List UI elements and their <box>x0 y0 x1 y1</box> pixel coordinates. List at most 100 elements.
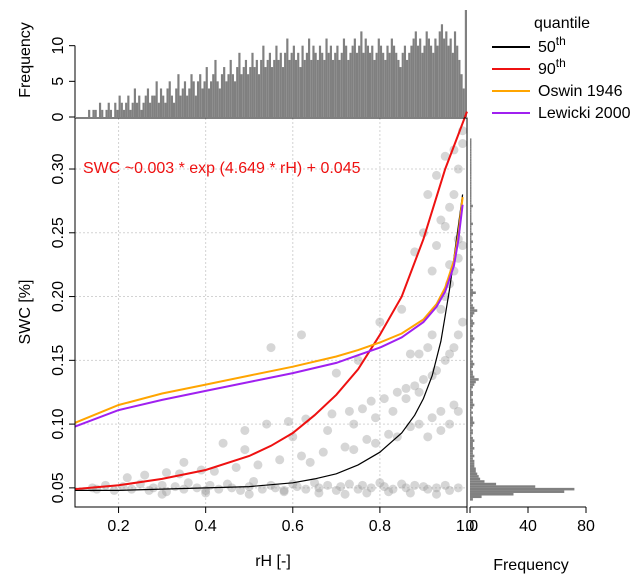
right-hist-bar <box>470 265 472 269</box>
scatter-point <box>222 479 232 489</box>
scatter-point <box>432 483 442 493</box>
scatter-point <box>414 387 424 397</box>
right-hist-bar <box>470 296 472 300</box>
scatter-point <box>253 460 263 470</box>
scatter-point <box>236 485 246 495</box>
top-hist-bar <box>277 59 280 117</box>
top-hist-bar <box>262 45 265 117</box>
right-hist-bar <box>470 329 473 333</box>
right-hist-bar <box>470 462 475 465</box>
scatter-point <box>327 409 337 419</box>
right-hist-bar <box>470 424 473 427</box>
right-hist-bar <box>470 475 479 478</box>
top-hist-bar <box>214 59 217 117</box>
right-hist-bar <box>470 434 472 437</box>
top-hist-bar <box>201 88 204 117</box>
scatter-point <box>179 484 189 494</box>
right-hist-bar <box>470 452 473 455</box>
top-hist-bar <box>390 38 393 117</box>
top-hist-bar <box>129 109 132 117</box>
top-hist-bar <box>177 74 180 117</box>
top-hist-bar <box>227 74 230 117</box>
top-hist-bar <box>286 38 289 117</box>
top-hist-bar <box>323 59 326 117</box>
top-hist-bar <box>247 74 250 117</box>
top-hist-bar <box>155 81 158 117</box>
x-tick-label: 0.4 <box>195 518 217 535</box>
y-tick-label: 0.05 <box>50 472 67 503</box>
right-hist-bar <box>470 153 472 157</box>
right-hist-bar <box>470 406 473 409</box>
top-hist-bar <box>135 102 139 117</box>
right-hist-bar <box>470 454 475 458</box>
right-hist-bar <box>470 230 472 233</box>
top-hist-bar <box>236 67 239 117</box>
top-hist-bar <box>207 88 211 117</box>
top-hist-bar <box>105 109 108 117</box>
scatter-point <box>140 470 150 480</box>
top-hist-bar <box>349 52 352 117</box>
top-hist-bar <box>181 88 184 117</box>
top-hist-bar <box>425 31 428 117</box>
scatter-point <box>379 394 389 404</box>
top-hist-bar <box>94 109 97 117</box>
top-hist-bar <box>331 59 335 117</box>
right-hist-bar <box>470 278 473 282</box>
top-hist-bar <box>140 109 143 117</box>
top-hist-bar <box>360 31 363 117</box>
right-hist-bar <box>470 186 472 190</box>
scatter-point <box>401 383 411 393</box>
top-hist-bar <box>364 38 367 117</box>
scatter-point <box>349 419 359 429</box>
top-hist-bar <box>125 102 128 117</box>
right-hist-bar <box>470 171 472 175</box>
top-hist-bar <box>386 45 389 117</box>
top-hist-bar <box>397 59 400 117</box>
scatter-point <box>331 485 341 495</box>
scatter-point <box>266 343 276 353</box>
top-hist-bar <box>410 45 413 117</box>
scatter-point <box>432 241 442 251</box>
scatter-point <box>344 406 354 416</box>
right-hist-bar <box>470 301 472 305</box>
right-hist-bar <box>470 260 472 264</box>
top-hist-bar <box>192 81 195 117</box>
scatter-point <box>423 432 433 442</box>
scatter-point <box>449 343 459 353</box>
top-hist-bar <box>273 59 276 117</box>
right-hist-bar <box>470 373 473 376</box>
scatter-point <box>275 455 285 465</box>
top-hist-bar <box>164 102 167 117</box>
right-hist-bar <box>470 202 472 205</box>
top-hist-bar <box>434 38 437 117</box>
main-plot-frame <box>74 117 468 508</box>
top-hist-bar <box>223 67 226 117</box>
scatter-point <box>375 317 385 327</box>
top-hist-bar <box>257 74 261 117</box>
top-hist-bar <box>414 31 417 117</box>
right-hist-bar <box>470 245 472 249</box>
top-hist-bar <box>260 59 263 117</box>
top-histogram: 0 5 10 <box>50 10 467 121</box>
scatter-point <box>371 438 381 448</box>
top-hist-bar <box>316 59 319 117</box>
y-axis-label: SWC [%] <box>17 280 34 345</box>
scatter-point <box>279 487 289 497</box>
right-hist-bar <box>470 357 472 361</box>
top-hist-bar <box>281 67 285 117</box>
top-hist-bar <box>299 67 302 117</box>
right-hist-bar <box>470 487 575 491</box>
scatter-point <box>384 429 394 439</box>
scatter-point <box>296 451 306 461</box>
scatter-point <box>144 485 154 495</box>
top-hist-bar <box>382 52 385 117</box>
top-hist-bar <box>183 81 187 117</box>
top-hist-bar <box>384 59 387 117</box>
right-hist-bar <box>470 181 472 185</box>
scatter-point <box>436 304 446 314</box>
scatter-point <box>249 476 259 486</box>
right-hist-bar <box>470 314 473 317</box>
right-hist-bar <box>470 143 472 147</box>
top-hist-bar <box>371 45 374 117</box>
right-hist-bar <box>470 304 473 307</box>
